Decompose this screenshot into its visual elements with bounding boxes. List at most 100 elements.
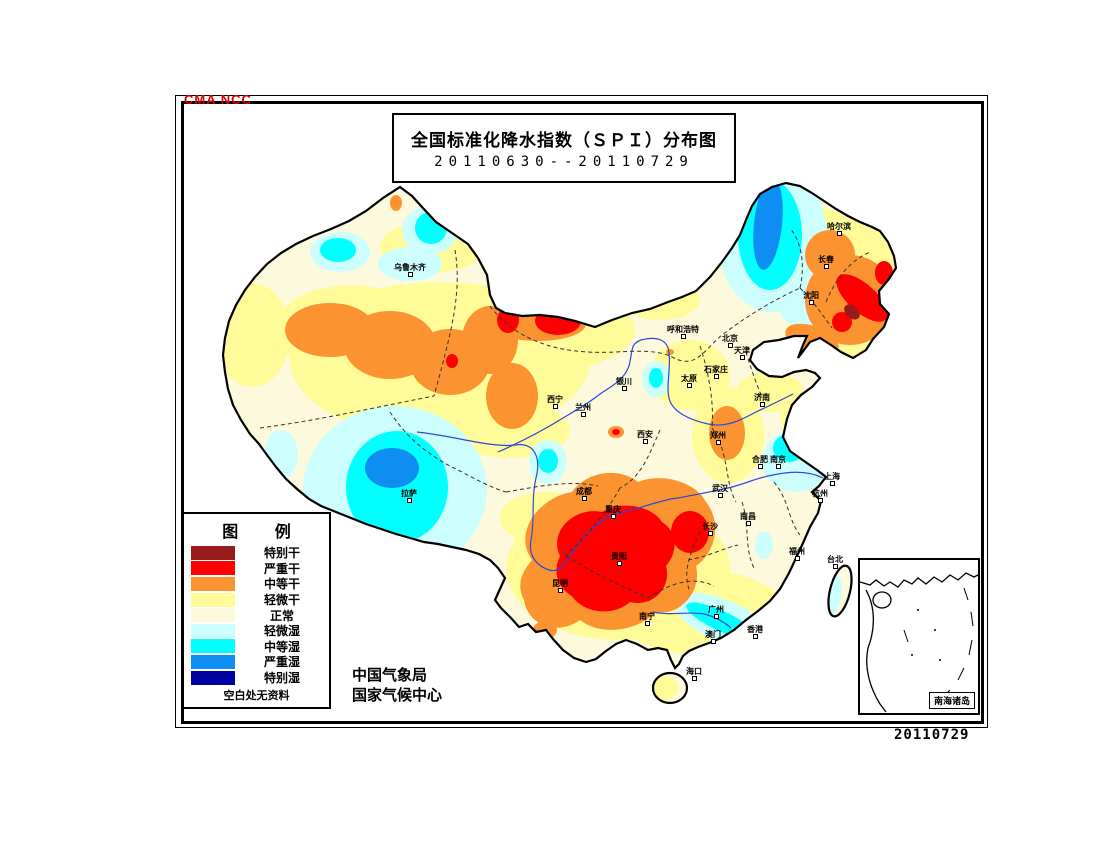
- city-label-沈阳: 沈阳: [803, 291, 819, 300]
- city-label-杭州: 杭州: [812, 489, 828, 498]
- city-marker: [714, 374, 719, 379]
- legend: 图 例 特别干 严重干 中等干 轻微干 正常 轻微湿 中等湿 严重湿 特别湿 空白处无资料: [182, 512, 331, 709]
- city-marker: [809, 300, 814, 305]
- legend-item-1: 特别干: [184, 545, 329, 561]
- city-marker: [837, 231, 842, 236]
- city-label-重庆: 重庆: [605, 505, 621, 514]
- rivers: [416, 337, 824, 629]
- legend-title: 图 例: [222, 524, 307, 541]
- legend-label: 轻微湿: [263, 624, 300, 639]
- city-label-福州: 福州: [789, 547, 805, 556]
- city-marker: [617, 561, 622, 566]
- legend-item-8: 严重湿: [184, 654, 329, 670]
- inset-dash-boundary: [903, 587, 974, 701]
- city-marker: [622, 386, 627, 391]
- city-marker: [830, 481, 835, 486]
- city-marker: [760, 402, 765, 407]
- legend-swatch: [191, 576, 235, 591]
- legend-label: 严重干: [263, 561, 300, 576]
- city-marker: [714, 614, 719, 619]
- south-china-sea-inset-map: [859, 572, 979, 713]
- city-label-上海: 上海: [824, 472, 840, 481]
- city-marker: [553, 404, 558, 409]
- legend-item-2: 严重干: [184, 561, 329, 577]
- inset-islands: [911, 609, 941, 661]
- city-marker: [681, 334, 686, 339]
- credits: 中国气象局 国家气候中心: [352, 666, 442, 706]
- extreme-dry-regions: [844, 304, 860, 320]
- city-label-南京: 南京: [770, 455, 786, 464]
- city-marker: [716, 440, 721, 445]
- legend-label: 严重湿: [263, 655, 300, 670]
- city-label-乌鲁木齐: 乌鲁木齐: [394, 263, 426, 272]
- city-label-广州: 广州: [708, 605, 724, 614]
- city-label-西安: 西安: [637, 430, 653, 439]
- city-marker: [740, 355, 745, 360]
- severe-wet-regions: [365, 183, 783, 488]
- legend-swatch: [191, 670, 235, 685]
- city-marker: [692, 676, 697, 681]
- credit-line-2: 国家气候中心: [352, 687, 443, 704]
- taiwan-island: [827, 564, 853, 618]
- legend-swatch: [191, 623, 235, 638]
- legend-label: 中等干: [263, 577, 300, 592]
- legend-label: 正常: [269, 608, 294, 623]
- city-label-南宁: 南宁: [639, 612, 655, 621]
- title-box: 全国标准化降水指数（ＳＰＩ）分布图 20110630--20110729: [392, 113, 736, 183]
- legend-swatch: [191, 561, 235, 576]
- legend-items: 特别干 严重干 中等干 轻微干 正常 轻微湿 中等湿 严重湿 特别湿: [184, 545, 329, 685]
- city-marker: [581, 412, 586, 417]
- city-label-长沙: 长沙: [702, 522, 718, 531]
- legend-no-data-note: 空白处无资料: [223, 690, 290, 703]
- yellow-river: [497, 337, 794, 453]
- city-label-银川: 银川: [616, 377, 632, 386]
- legend-label: 中等湿: [263, 639, 300, 654]
- city-label-北京: 北京: [722, 334, 738, 343]
- city-label-济南: 济南: [754, 393, 770, 402]
- legend-swatch: [191, 654, 235, 669]
- legend-item-5: 正常: [184, 607, 329, 623]
- south-china-sea-inset: 南海诸岛: [858, 558, 980, 715]
- legend-label: 特别湿: [263, 671, 300, 686]
- city-label-南昌: 南昌: [740, 512, 756, 521]
- city-marker: [795, 556, 800, 561]
- city-label-武汉: 武汉: [712, 484, 728, 493]
- legend-swatch: [191, 545, 235, 560]
- legend-item-6: 轻微湿: [184, 623, 329, 639]
- province-borders: [259, 227, 871, 599]
- city-marker: [711, 639, 716, 644]
- city-marker: [611, 514, 616, 519]
- legend-swatch: [191, 608, 235, 623]
- legend-item-3: 中等干: [184, 576, 329, 592]
- legend-swatch: [191, 639, 235, 654]
- city-label-拉萨: 拉萨: [401, 489, 417, 498]
- city-marker: [746, 521, 751, 526]
- city-marker: [708, 531, 713, 536]
- credit-line-1: 中国气象局: [352, 667, 428, 684]
- city-label-哈尔滨: 哈尔滨: [827, 222, 851, 231]
- legend-label: 轻微干: [263, 593, 300, 608]
- city-label-澳门: 澳门: [705, 630, 721, 639]
- legend-swatch: [191, 592, 235, 607]
- date-range: 20110630--20110729: [434, 154, 694, 170]
- legend-label: 特别干: [263, 546, 300, 561]
- city-marker: [818, 498, 823, 503]
- pearl-river: [651, 611, 732, 629]
- city-label-长春: 长春: [818, 255, 834, 264]
- city-marker: [645, 621, 650, 626]
- city-label-太原: 太原: [681, 374, 697, 383]
- legend-item-7: 中等湿: [184, 639, 329, 655]
- city-label-贵阳: 贵阳: [611, 552, 627, 561]
- city-marker: [687, 383, 692, 388]
- city-marker: [558, 588, 563, 593]
- city-marker: [824, 264, 829, 269]
- city-label-兰州: 兰州: [575, 403, 591, 412]
- city-label-郑州: 郑州: [710, 431, 726, 440]
- city-label-天津: 天津: [734, 346, 750, 355]
- city-label-海口: 海口: [686, 667, 702, 676]
- yangtze-river: [416, 431, 824, 572]
- city-label-香港: 香港: [747, 625, 763, 634]
- city-label-台北: 台北: [827, 555, 843, 564]
